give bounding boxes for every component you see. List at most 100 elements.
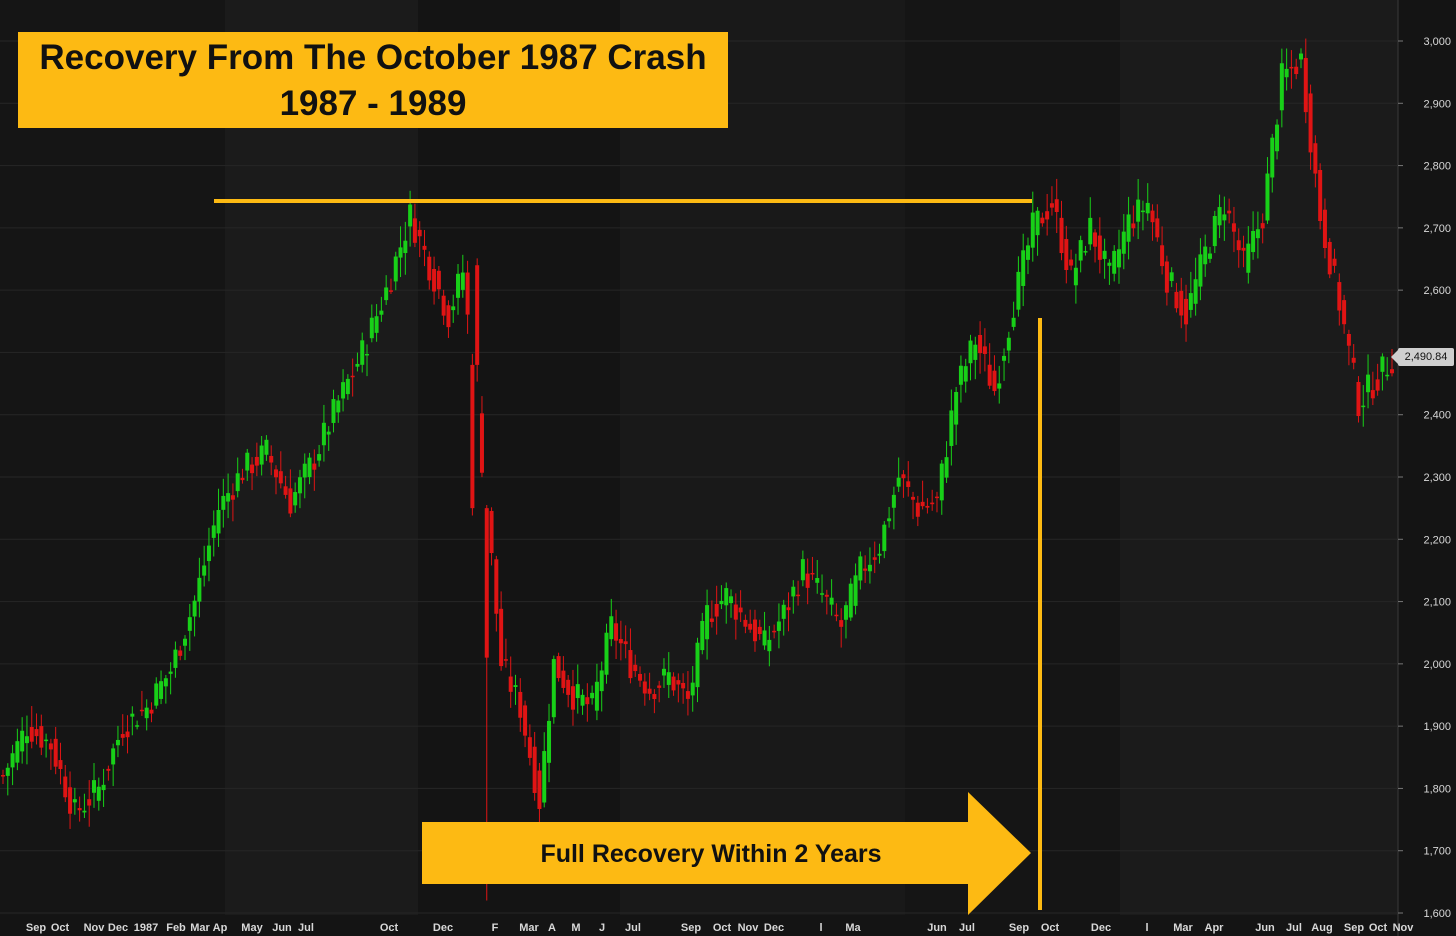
- candle-body: [781, 604, 786, 619]
- candle-body: [1260, 223, 1265, 229]
- chart-title-box: Recovery From The October 1987 Crash 198…: [18, 32, 728, 128]
- candle-body: [446, 305, 451, 328]
- candle-body: [274, 469, 279, 478]
- candle-body: [551, 659, 556, 718]
- candle-body: [542, 751, 547, 803]
- candle-body: [326, 431, 331, 435]
- candle-body: [412, 218, 417, 243]
- candle-body: [1073, 267, 1078, 286]
- y-tick-label: 2,300: [1423, 472, 1451, 484]
- candle-body: [829, 597, 834, 605]
- candle-body: [709, 618, 714, 622]
- candle-body: [173, 649, 178, 668]
- x-tick-label: Jun: [1255, 922, 1275, 934]
- y-tick-label: 2,700: [1423, 223, 1451, 235]
- candle-body: [901, 474, 906, 479]
- candle-body: [527, 737, 532, 758]
- candle-body: [460, 272, 465, 290]
- candle-body: [1093, 232, 1098, 247]
- candle-body: [1126, 214, 1131, 242]
- candle-body: [815, 578, 820, 583]
- candle-body: [575, 684, 580, 699]
- candle-body: [547, 720, 552, 763]
- candle-body: [724, 588, 729, 606]
- candle-body: [872, 557, 877, 560]
- candle-body: [594, 681, 599, 711]
- candle-body: [1136, 199, 1141, 222]
- candle-body: [532, 746, 537, 793]
- candle-body: [1054, 199, 1059, 213]
- y-tick-label: 2,200: [1423, 534, 1451, 546]
- candle-body: [20, 730, 25, 752]
- y-axis-panel: [1398, 0, 1456, 936]
- candle-body: [618, 639, 623, 644]
- candle-body: [44, 739, 49, 742]
- candle-body: [345, 378, 350, 395]
- x-tick-label: Nov: [1393, 922, 1415, 934]
- candle-body: [896, 477, 901, 487]
- candle-body: [944, 457, 949, 478]
- candle-body: [954, 391, 959, 425]
- candle-body: [839, 620, 844, 627]
- candle-body: [843, 605, 848, 620]
- x-tick-label: Sep: [1009, 922, 1029, 934]
- candle-body: [355, 363, 360, 367]
- candle-body: [82, 810, 87, 813]
- candle-body: [379, 310, 384, 315]
- candle-body: [1375, 379, 1380, 391]
- candle-body: [1366, 374, 1371, 393]
- candle-body: [800, 559, 805, 581]
- candle-body: [934, 496, 939, 499]
- candle-body: [733, 604, 738, 620]
- candle-body: [681, 682, 686, 689]
- candle-body: [408, 204, 413, 227]
- candle-body: [1265, 173, 1270, 221]
- candle-body: [1203, 246, 1208, 265]
- candle-body: [53, 738, 58, 767]
- candle-body: [767, 639, 772, 652]
- candle-body: [590, 692, 595, 699]
- candle-body: [1236, 240, 1241, 251]
- candle-body: [743, 619, 748, 627]
- candle-body: [1298, 53, 1303, 60]
- candle-body: [187, 617, 192, 631]
- y-tick-label: 2,000: [1423, 659, 1451, 671]
- candle-body: [192, 600, 197, 617]
- candle-body: [321, 422, 326, 446]
- candle-body: [1116, 249, 1121, 268]
- candle-body: [1231, 223, 1236, 232]
- background-band: [225, 0, 418, 915]
- x-tick-label: l: [819, 922, 822, 934]
- candle-body: [1246, 243, 1251, 273]
- candle-body: [206, 545, 211, 562]
- candle-body: [1160, 245, 1165, 267]
- candle-body: [264, 439, 269, 455]
- x-axis-panel: [0, 915, 1398, 936]
- candle-body: [432, 269, 437, 292]
- candle-body: [250, 464, 255, 474]
- candle-body: [317, 454, 322, 461]
- candle-body: [1313, 143, 1318, 174]
- x-tick-label: Oct: [1041, 922, 1060, 934]
- candle-body: [786, 607, 791, 611]
- candle-body: [757, 626, 762, 635]
- candle-body: [633, 664, 638, 672]
- candle-body: [1390, 369, 1394, 374]
- candle-body: [1049, 203, 1054, 208]
- candle-body: [1327, 241, 1332, 275]
- candle-body: [221, 495, 226, 510]
- candle-body: [858, 556, 863, 581]
- candle-body: [125, 731, 130, 738]
- candle-body: [307, 457, 312, 478]
- x-tick-label: Sep: [1344, 922, 1364, 934]
- candle-body: [882, 524, 887, 552]
- candle-body: [135, 725, 140, 727]
- candle-body: [729, 596, 734, 604]
- candle-body: [1289, 66, 1294, 69]
- candle-body: [949, 410, 954, 446]
- candle-body: [609, 616, 614, 640]
- candle-body: [499, 608, 504, 667]
- x-tick-label: Nov: [84, 922, 106, 934]
- candle-body: [230, 495, 235, 500]
